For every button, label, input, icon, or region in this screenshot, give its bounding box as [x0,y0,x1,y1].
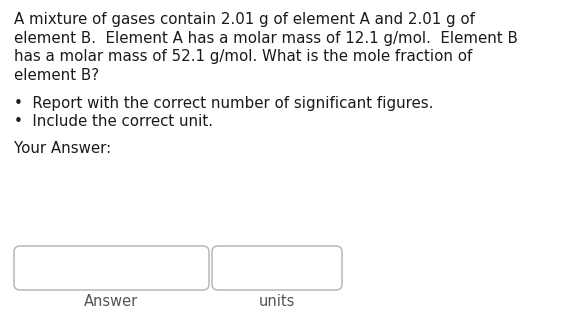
Text: has a molar mass of 52.1 g/mol. What is the mole fraction of: has a molar mass of 52.1 g/mol. What is … [14,49,472,64]
FancyBboxPatch shape [14,246,209,290]
Text: element B?: element B? [14,68,99,83]
Text: Answer: Answer [84,294,138,309]
Text: units: units [259,294,295,309]
Text: •  Report with the correct number of significant figures.: • Report with the correct number of sign… [14,96,433,111]
Text: A mixture of gases contain 2.01 g of element A and 2.01 g of: A mixture of gases contain 2.01 g of ele… [14,12,475,27]
Text: element B.  Element A has a molar mass of 12.1 g/mol.  Element B: element B. Element A has a molar mass of… [14,30,518,45]
Text: •  Include the correct unit.: • Include the correct unit. [14,115,213,130]
FancyBboxPatch shape [212,246,342,290]
Text: Your Answer:: Your Answer: [14,141,111,156]
